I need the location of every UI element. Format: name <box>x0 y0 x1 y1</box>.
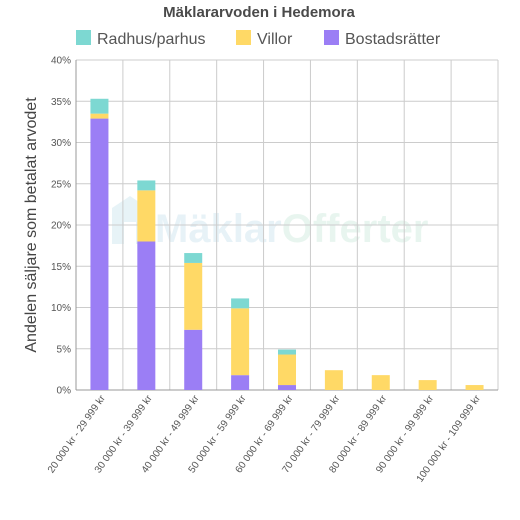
bar-segment <box>465 385 484 390</box>
bar-segment <box>90 98 109 114</box>
bar-segment <box>231 308 250 376</box>
bars <box>90 98 484 390</box>
y-tick-label: 5% <box>57 344 72 355</box>
y-axis-label: Andelen säljare som betalat arvodet <box>23 97 40 353</box>
y-tick-label: 35% <box>51 97 71 108</box>
y-tick-label: 20% <box>51 221 71 232</box>
bar-segment <box>231 375 250 390</box>
bar-segment <box>278 385 296 390</box>
y-tick-label: 0% <box>57 386 72 397</box>
legend-label: Radhus/parhus <box>97 31 206 48</box>
y-tick-label: 15% <box>51 262 71 273</box>
bar-segment <box>184 329 203 390</box>
legend: Radhus/parhus Villor Bostadsrätter <box>76 30 441 48</box>
y-tick-label: 25% <box>51 179 71 190</box>
y-tick-label: 10% <box>51 303 71 314</box>
bar-segment <box>90 118 109 390</box>
y-axis-ticks: 0% 5% 10% 15% 20% 25% 30% 35% 40% <box>51 56 71 397</box>
y-tick-label: 30% <box>51 138 71 149</box>
watermark: MäklarOfferter <box>112 196 428 251</box>
legend-swatch <box>76 30 91 45</box>
bar-segment <box>418 380 437 390</box>
legend-label: Villor <box>257 31 293 48</box>
bar-segment <box>371 375 390 390</box>
chart-title: Mäklararvoden i Hedemora <box>163 4 355 21</box>
legend-label: Bostadsrätter <box>345 31 441 48</box>
legend-swatch <box>236 30 251 45</box>
legend-swatch <box>324 30 339 45</box>
bar-segment <box>184 262 203 330</box>
bar-segment <box>137 190 156 242</box>
bar-segment <box>137 180 156 191</box>
y-tick-label: 40% <box>51 56 71 67</box>
bar-segment <box>90 113 109 119</box>
bar-segment <box>278 349 296 355</box>
watermark-text-b: Offerter <box>282 207 429 251</box>
bar-segment <box>137 241 156 390</box>
svg-text:MäklarOfferter: MäklarOfferter <box>155 207 428 251</box>
bar-segment <box>184 253 203 263</box>
bar-segment <box>231 298 250 309</box>
bar-segment <box>278 354 296 386</box>
bar-segment <box>324 370 343 390</box>
watermark-text-a: Mäklar <box>155 207 282 251</box>
